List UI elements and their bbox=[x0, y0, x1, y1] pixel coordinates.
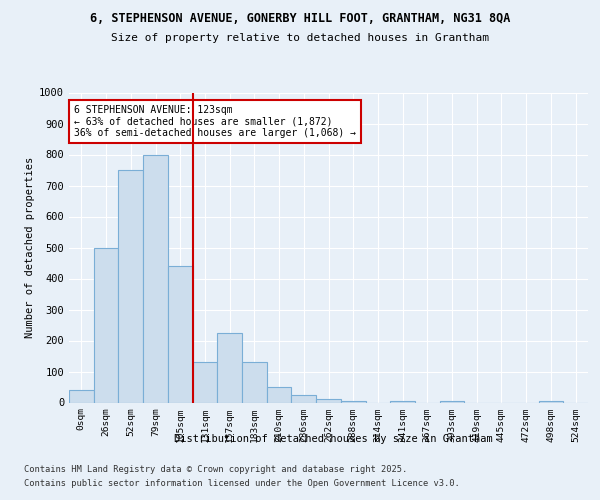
Bar bbox=[539, 401, 563, 402]
Bar bbox=[118, 170, 143, 402]
Bar bbox=[292, 395, 316, 402]
Bar bbox=[168, 266, 193, 402]
Bar bbox=[341, 401, 365, 402]
Bar bbox=[94, 248, 118, 402]
Bar bbox=[143, 154, 168, 402]
Y-axis label: Number of detached properties: Number of detached properties bbox=[25, 157, 35, 338]
Bar bbox=[316, 400, 341, 402]
Text: Contains public sector information licensed under the Open Government Licence v3: Contains public sector information licen… bbox=[24, 479, 460, 488]
Bar bbox=[69, 390, 94, 402]
Text: 6, STEPHENSON AVENUE, GONERBY HILL FOOT, GRANTHAM, NG31 8QA: 6, STEPHENSON AVENUE, GONERBY HILL FOOT,… bbox=[90, 12, 510, 26]
Bar bbox=[267, 387, 292, 402]
Bar bbox=[242, 362, 267, 403]
Text: Distribution of detached houses by size in Grantham: Distribution of detached houses by size … bbox=[173, 434, 493, 444]
Bar bbox=[193, 362, 217, 403]
Bar bbox=[217, 333, 242, 402]
Bar bbox=[390, 401, 415, 402]
Text: Contains HM Land Registry data © Crown copyright and database right 2025.: Contains HM Land Registry data © Crown c… bbox=[24, 466, 407, 474]
Text: Size of property relative to detached houses in Grantham: Size of property relative to detached ho… bbox=[111, 33, 489, 43]
Bar bbox=[440, 401, 464, 402]
Text: 6 STEPHENSON AVENUE: 123sqm
← 63% of detached houses are smaller (1,872)
36% of : 6 STEPHENSON AVENUE: 123sqm ← 63% of det… bbox=[74, 105, 356, 138]
